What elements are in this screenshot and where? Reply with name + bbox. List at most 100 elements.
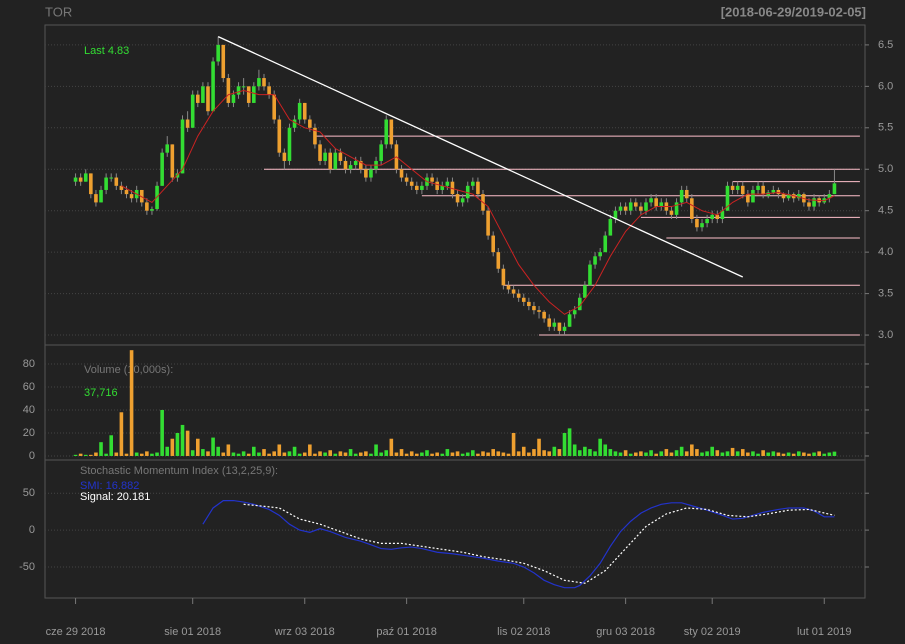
smi-legend: Stochastic Momentum Index (13,2,25,9): bbox=[80, 465, 278, 477]
candle-body bbox=[471, 181, 475, 186]
volume-bar bbox=[297, 453, 302, 456]
candle-body bbox=[221, 44, 226, 79]
y-tick-label: 0 bbox=[29, 524, 35, 536]
candle-body bbox=[761, 185, 765, 195]
candle-body bbox=[343, 160, 348, 170]
legend-entry: Signal: 20.181 bbox=[80, 491, 150, 503]
volume-bar bbox=[99, 442, 103, 456]
candle-body bbox=[89, 173, 93, 195]
volume-bar bbox=[384, 450, 389, 456]
candle-body bbox=[109, 177, 114, 179]
candle-body bbox=[547, 318, 552, 327]
volume-bar bbox=[221, 452, 226, 456]
volume-bar bbox=[740, 449, 745, 456]
candle-body bbox=[751, 189, 755, 203]
candle-body bbox=[486, 210, 490, 236]
volume-bar bbox=[394, 452, 399, 456]
volume-bar bbox=[710, 446, 715, 456]
volume-bar bbox=[552, 446, 557, 456]
candle-body bbox=[78, 177, 83, 182]
volume-bar bbox=[277, 444, 282, 456]
volume-bar bbox=[751, 451, 755, 456]
candle-body bbox=[679, 189, 684, 203]
volume-bar bbox=[338, 451, 343, 456]
volume-bar bbox=[669, 452, 674, 456]
volume-bar bbox=[644, 452, 648, 456]
volume-bar bbox=[404, 453, 409, 456]
candle-body bbox=[119, 185, 124, 190]
candle-body bbox=[715, 214, 720, 219]
volume-bar bbox=[527, 452, 531, 456]
volume-bar bbox=[807, 453, 811, 456]
candle-body bbox=[195, 94, 200, 103]
volume-bar bbox=[471, 450, 475, 456]
candle-body bbox=[827, 194, 832, 199]
volume-bar bbox=[766, 452, 771, 456]
volume-bar bbox=[649, 450, 653, 456]
volume-bar bbox=[746, 452, 750, 456]
volume-bar bbox=[511, 432, 516, 456]
volume-bar bbox=[420, 452, 424, 456]
volume-bar bbox=[796, 451, 801, 456]
volume-bar bbox=[603, 444, 608, 456]
volume-bar bbox=[190, 450, 195, 456]
volume-bar bbox=[318, 451, 322, 456]
volume-bar bbox=[476, 453, 480, 456]
volume-bar bbox=[613, 451, 618, 456]
volume-bar bbox=[165, 446, 170, 456]
candle-body bbox=[654, 198, 658, 207]
volume-bar bbox=[639, 451, 643, 456]
volume-bar bbox=[460, 453, 465, 456]
y-tick-label: 0 bbox=[29, 450, 35, 462]
volume-bar bbox=[343, 452, 348, 456]
candle-body bbox=[562, 326, 567, 331]
candle-body bbox=[99, 189, 103, 203]
candle-body bbox=[165, 144, 170, 153]
candle-body bbox=[669, 210, 674, 215]
candle-body bbox=[593, 256, 597, 265]
volume-bar bbox=[134, 452, 139, 456]
candle-body bbox=[639, 206, 643, 211]
candle-body bbox=[246, 86, 251, 103]
volume-bar bbox=[521, 446, 526, 456]
volume-bar bbox=[358, 452, 363, 456]
candle-body bbox=[608, 218, 613, 236]
candle-body bbox=[180, 119, 185, 174]
volume-bar bbox=[201, 449, 205, 456]
candle-body bbox=[358, 160, 363, 170]
volume-bar bbox=[389, 438, 394, 456]
chart-title: TOR bbox=[45, 4, 72, 19]
candle-body bbox=[501, 268, 506, 286]
y-tick-label: 50 bbox=[23, 487, 35, 499]
volume-bar bbox=[195, 438, 200, 456]
volume-bar bbox=[308, 444, 312, 456]
volume-bar bbox=[262, 449, 266, 456]
volume-bar bbox=[175, 432, 180, 456]
candle-body bbox=[348, 165, 353, 170]
volume-bar bbox=[328, 450, 333, 456]
candle-body bbox=[684, 189, 689, 199]
volume-bar bbox=[756, 453, 760, 456]
volume-bar bbox=[679, 446, 684, 456]
candle-body bbox=[746, 194, 750, 203]
volume-bar bbox=[241, 451, 246, 456]
volume-bar bbox=[802, 452, 806, 456]
volume-bar bbox=[481, 451, 485, 456]
y-tick-label: -50 bbox=[19, 561, 35, 573]
volume-bar bbox=[537, 438, 541, 456]
y-tick-label: 5.5 bbox=[878, 122, 893, 134]
candle-body bbox=[333, 152, 338, 170]
volume-bar bbox=[170, 438, 175, 456]
candle-body bbox=[150, 209, 154, 211]
candle-body bbox=[613, 210, 618, 219]
line bbox=[243, 503, 835, 584]
volume-bar bbox=[690, 444, 694, 456]
volume-bar bbox=[572, 444, 577, 456]
y-tick-label: 80 bbox=[23, 358, 35, 370]
volume-bar bbox=[486, 452, 490, 456]
candle-body bbox=[287, 127, 292, 161]
volume-bar bbox=[364, 451, 368, 456]
candle-body bbox=[832, 183, 837, 195]
volume-bar bbox=[226, 444, 231, 456]
y-tick-label: 40 bbox=[23, 404, 35, 416]
